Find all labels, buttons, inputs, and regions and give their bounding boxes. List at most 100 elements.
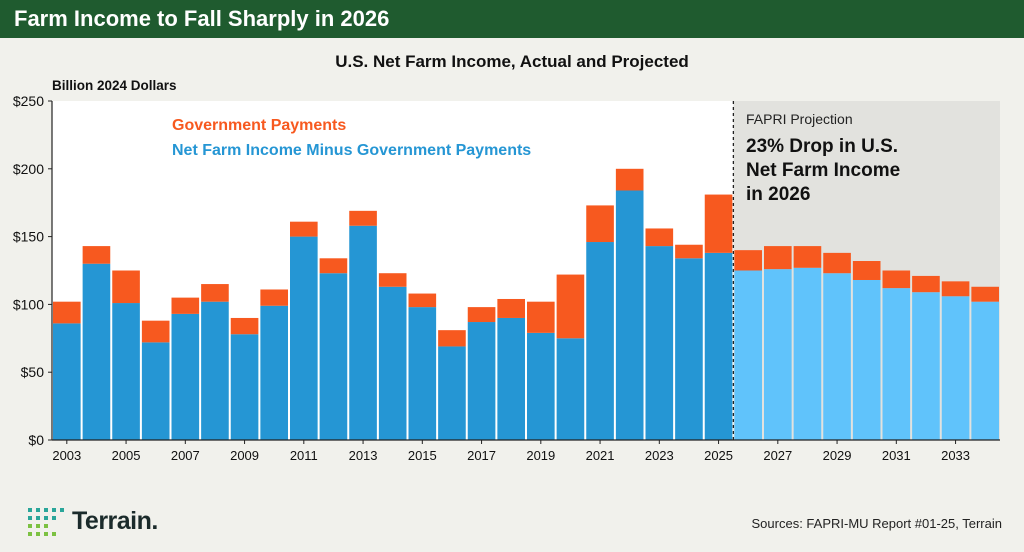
- bar-gov-payments-2018: [497, 298, 525, 318]
- bar-gov-payments-2034: [971, 286, 999, 302]
- bar-gov-payments-2007: [171, 297, 200, 314]
- bar-gov-payments-2004: [82, 246, 111, 264]
- bar-net-income-2031: [882, 288, 911, 440]
- bar-net-income-2008: [201, 301, 229, 440]
- banner-title: Farm Income to Fall Sharply in 2026: [14, 6, 390, 31]
- bar-net-income-2033: [941, 296, 970, 440]
- bar-net-income-2009: [230, 334, 259, 440]
- bar-net-income-2020: [556, 338, 585, 440]
- bar-gov-payments-2030: [852, 261, 881, 280]
- bar-net-income-2011: [290, 236, 318, 440]
- y-tick-label: $100: [13, 296, 44, 312]
- bar-net-income-2030: [852, 279, 881, 440]
- x-tick-label: 2033: [941, 448, 970, 463]
- x-tick-label: 2007: [171, 448, 200, 463]
- bar-gov-payments-2029: [823, 252, 851, 274]
- bar-net-income-2006: [141, 342, 170, 440]
- bar-gov-payments-2006: [141, 320, 170, 343]
- bar-gov-payments-2020: [556, 274, 585, 339]
- projection-annotation-line: in 2026: [746, 184, 810, 205]
- y-tick-label: $250: [13, 93, 44, 109]
- bar-gov-payments-2027: [764, 246, 792, 270]
- bar-gov-payments-2005: [112, 270, 140, 304]
- bar-gov-payments-2003: [53, 301, 81, 324]
- bar-gov-payments-2021: [586, 205, 614, 243]
- bar-net-income-2003: [53, 323, 81, 440]
- x-tick-label: 2019: [526, 448, 555, 463]
- bar-gov-payments-2023: [645, 228, 674, 247]
- bar-net-income-2012: [319, 273, 348, 440]
- bar-gov-payments-2015: [408, 293, 437, 308]
- bar-net-income-2026: [734, 270, 762, 440]
- bar-gov-payments-2032: [912, 275, 940, 293]
- x-tick-label: 2017: [467, 448, 496, 463]
- x-tick-label: 2021: [586, 448, 615, 463]
- x-tick-label: 2011: [290, 448, 318, 463]
- bar-net-income-2017: [467, 322, 496, 440]
- bar-net-income-2032: [912, 292, 940, 440]
- bar-net-income-2023: [645, 246, 674, 440]
- bar-gov-payments-2012: [319, 258, 348, 274]
- bar-gov-payments-2026: [734, 250, 762, 271]
- x-tick-label: 2009: [230, 448, 259, 463]
- source-note: Sources: FAPRI-MU Report #01-25, Terrain: [751, 516, 1002, 531]
- bar-net-income-2010: [260, 305, 288, 440]
- y-axis-label: Billion 2024 Dollars: [52, 78, 177, 93]
- bar-gov-payments-2016: [438, 330, 466, 347]
- bar-net-income-2018: [497, 317, 525, 440]
- bar-gov-payments-2031: [882, 270, 911, 289]
- bar-gov-payments-2028: [793, 246, 822, 268]
- x-tick-label: 2027: [763, 448, 792, 463]
- legend-government-payments: Government Payments: [172, 117, 346, 134]
- terrain-logo: Terrain.: [28, 505, 198, 539]
- bar-gov-payments-2011: [290, 221, 318, 237]
- bar-net-income-2015: [408, 307, 437, 440]
- bar-gov-payments-2024: [675, 244, 703, 259]
- x-tick-label: 2003: [52, 448, 81, 463]
- bar-gov-payments-2014: [378, 273, 407, 287]
- bar-net-income-2029: [823, 273, 851, 440]
- x-tick-label: 2015: [408, 448, 437, 463]
- bar-gov-payments-2009: [230, 317, 259, 335]
- projection-annotation-line: 23% Drop in U.S.: [746, 136, 898, 157]
- y-tick-label: $200: [13, 161, 44, 177]
- bar-gov-payments-2025: [704, 194, 733, 253]
- bar-net-income-2004: [82, 263, 111, 440]
- terrain-dots-icon: [28, 508, 64, 536]
- header-banner: Farm Income to Fall Sharply in 2026: [0, 0, 1024, 38]
- bar-net-income-2013: [349, 225, 377, 440]
- bar-net-income-2028: [793, 267, 822, 440]
- y-tick-label: $0: [28, 432, 44, 448]
- bar-net-income-2024: [675, 258, 703, 440]
- projection-label: FAPRI Projection: [746, 111, 853, 127]
- bar-gov-payments-2017: [467, 307, 496, 323]
- x-tick-label: 2031: [882, 448, 911, 463]
- chart-title: U.S. Net Farm Income, Actual and Project…: [335, 52, 689, 71]
- projection-annotation-line: Net Farm Income: [746, 160, 900, 181]
- bar-gov-payments-2019: [527, 301, 555, 333]
- bar-net-income-2027: [764, 269, 792, 440]
- bar-net-income-2025: [704, 252, 733, 440]
- legend-net-income: Net Farm Income Minus Government Payment…: [172, 142, 531, 159]
- bar-gov-payments-2008: [201, 284, 229, 302]
- bar-net-income-2019: [527, 332, 555, 440]
- x-tick-label: 2025: [704, 448, 733, 463]
- bar-gov-payments-2010: [260, 289, 288, 306]
- bar-gov-payments-2033: [941, 281, 970, 297]
- logo-text: Terrain.: [72, 507, 158, 535]
- bar-gov-payments-2013: [349, 210, 377, 226]
- y-tick-label: $50: [21, 364, 45, 380]
- bar-net-income-2021: [586, 242, 614, 440]
- bar-net-income-2034: [971, 301, 999, 440]
- bar-net-income-2005: [112, 303, 140, 440]
- x-tick-label: 2013: [349, 448, 378, 463]
- y-tick-label: $150: [13, 229, 44, 245]
- bar-net-income-2014: [378, 286, 407, 440]
- bar-gov-payments-2022: [615, 168, 644, 191]
- bar-net-income-2022: [615, 190, 644, 440]
- bar-net-income-2007: [171, 313, 200, 440]
- x-tick-label: 2023: [645, 448, 674, 463]
- x-tick-label: 2005: [112, 448, 141, 463]
- x-tick-label: 2029: [823, 448, 852, 463]
